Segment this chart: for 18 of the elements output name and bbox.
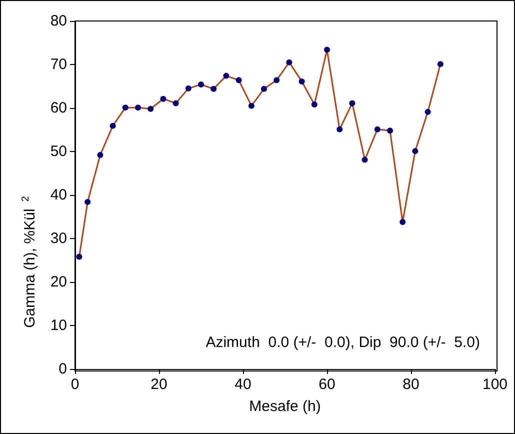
x-tick-label: 80 [402,376,420,393]
x-tick-label: 100 [482,376,508,393]
x-axis-title: Mesafe (h) [249,398,321,415]
x-tick-label: 20 [150,376,168,393]
y-tick-label: 0 [58,360,67,378]
y-tick-label: 10 [50,317,67,334]
y-axis-title: Gamma (h), %Kül 2 [20,196,38,328]
x-tick-label: 60 [318,376,336,393]
y-tick-label: 30 [50,230,67,247]
y-tick-label: 60 [50,100,67,116]
annotation: Azimuth 0.0 (+/- 0.0), Dip 90.0 (+/- 5.0) [206,334,480,351]
y-tick-label: 50 [50,143,67,160]
y-tick-label: 40 [50,186,67,204]
x-tick-label: 40 [234,376,252,393]
y-tick-label: 20 [50,274,67,290]
y-tick-label: 80 [50,12,67,30]
y-tick-label: 70 [50,56,67,73]
x-tick-label: 0 [70,376,80,393]
